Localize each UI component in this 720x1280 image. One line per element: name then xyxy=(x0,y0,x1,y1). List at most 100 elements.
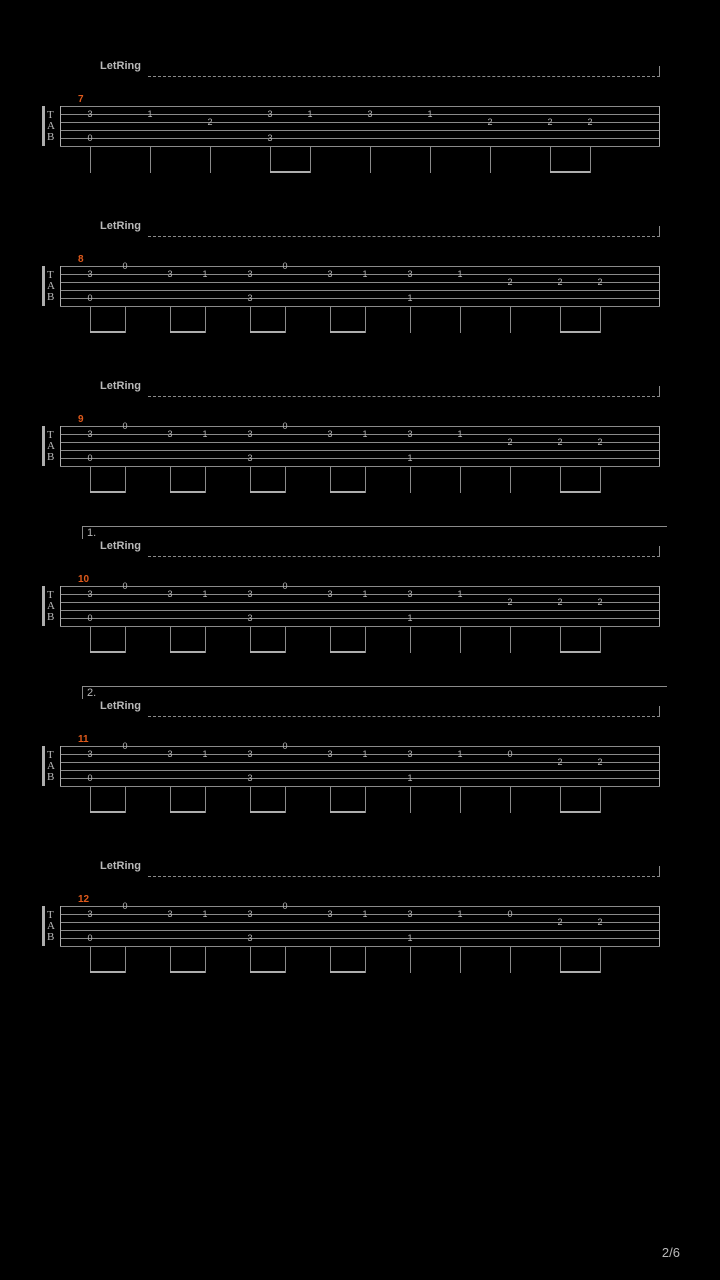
staff-line xyxy=(60,290,660,291)
fret-number: 3 xyxy=(245,429,255,439)
note-stem xyxy=(365,947,366,973)
note-stem xyxy=(285,627,286,653)
fret-number: 3 xyxy=(405,589,415,599)
staff-line xyxy=(60,426,660,427)
fret-number: 0 xyxy=(280,581,290,591)
fret-number: 1 xyxy=(360,909,370,919)
fret-number: 3 xyxy=(245,453,255,463)
fret-number: 3 xyxy=(245,589,255,599)
fret-number: 3 xyxy=(85,109,95,119)
note-stem xyxy=(330,467,331,493)
tab-clef: TAB xyxy=(47,430,55,463)
let-ring-span xyxy=(148,386,660,397)
fret-number: 1 xyxy=(200,269,210,279)
fret-number: 3 xyxy=(325,269,335,279)
fret-number: 1 xyxy=(405,613,415,623)
fret-number: 0 xyxy=(120,901,130,911)
tab-clef: TAB xyxy=(47,750,55,783)
fret-number: 2 xyxy=(555,597,565,607)
beam xyxy=(560,331,601,333)
fret-number: 3 xyxy=(325,909,335,919)
note-stem xyxy=(205,307,206,333)
note-stem xyxy=(330,947,331,973)
fret-number: 2 xyxy=(555,437,565,447)
fret-number: 3 xyxy=(265,133,275,143)
fret-number: 2 xyxy=(505,277,515,287)
fret-number: 3 xyxy=(265,109,275,119)
beam xyxy=(90,651,126,653)
system-bracket xyxy=(42,426,45,466)
fret-number: 2 xyxy=(555,277,565,287)
note-stem xyxy=(90,627,91,653)
beam xyxy=(90,811,126,813)
system-bracket xyxy=(42,586,45,626)
let-ring-label: LetRing xyxy=(100,220,141,232)
note-stem xyxy=(510,467,511,493)
note-stem xyxy=(205,947,206,973)
note-stem xyxy=(90,787,91,813)
staff-line xyxy=(60,618,660,619)
note-stem xyxy=(90,947,91,973)
let-ring-span xyxy=(148,66,660,77)
note-stem xyxy=(365,627,366,653)
fret-number: 0 xyxy=(280,261,290,271)
note-stem xyxy=(250,307,251,333)
barline xyxy=(60,586,61,626)
fret-number: 0 xyxy=(85,613,95,623)
staff-line xyxy=(60,298,660,299)
fret-number: 0 xyxy=(85,933,95,943)
beam xyxy=(560,811,601,813)
barline xyxy=(60,106,61,146)
staff-line xyxy=(60,466,660,467)
fret-number: 3 xyxy=(165,909,175,919)
fret-number: 3 xyxy=(85,269,95,279)
tab-clef: TAB xyxy=(47,270,55,303)
tab-page: LetRing7TAB301233131222LetRing8TAB300313… xyxy=(0,0,720,1280)
note-stem xyxy=(600,467,601,493)
fret-number: 0 xyxy=(280,741,290,751)
fret-number: 1 xyxy=(305,109,315,119)
note-stem xyxy=(170,307,171,333)
staff-line xyxy=(60,906,660,907)
system-bracket xyxy=(42,266,45,306)
fret-number: 3 xyxy=(165,429,175,439)
beam xyxy=(170,491,206,493)
note-stem xyxy=(560,627,561,653)
fret-number: 3 xyxy=(245,933,255,943)
staff-line xyxy=(60,786,660,787)
fret-number: 0 xyxy=(120,261,130,271)
fret-number: 3 xyxy=(165,589,175,599)
barline xyxy=(60,426,61,466)
note-stem xyxy=(460,947,461,973)
fret-number: 1 xyxy=(405,453,415,463)
note-stem xyxy=(250,947,251,973)
barline xyxy=(659,906,660,946)
beam xyxy=(330,651,366,653)
note-stem xyxy=(460,787,461,813)
note-stem xyxy=(125,467,126,493)
fret-number: 1 xyxy=(200,909,210,919)
fret-number: 1 xyxy=(360,269,370,279)
fret-number: 2 xyxy=(505,597,515,607)
staff-line xyxy=(60,306,660,307)
fret-number: 3 xyxy=(165,269,175,279)
volta-bracket: 1. xyxy=(82,526,667,539)
fret-number: 2 xyxy=(585,117,595,127)
beam xyxy=(560,971,601,973)
staff-line xyxy=(60,266,660,267)
barline xyxy=(659,746,660,786)
fret-number: 1 xyxy=(360,749,370,759)
measure-number: 10 xyxy=(78,574,89,585)
fret-number: 1 xyxy=(455,429,465,439)
note-stem xyxy=(250,467,251,493)
measure-number: 7 xyxy=(78,94,84,105)
staff-line xyxy=(60,610,660,611)
fret-number: 1 xyxy=(145,109,155,119)
fret-number: 1 xyxy=(455,269,465,279)
staff-line xyxy=(60,922,660,923)
note-stem xyxy=(550,147,551,173)
tab-clef: TAB xyxy=(47,110,55,143)
fret-number: 3 xyxy=(325,749,335,759)
fret-number: 1 xyxy=(200,429,210,439)
staff-line xyxy=(60,746,660,747)
